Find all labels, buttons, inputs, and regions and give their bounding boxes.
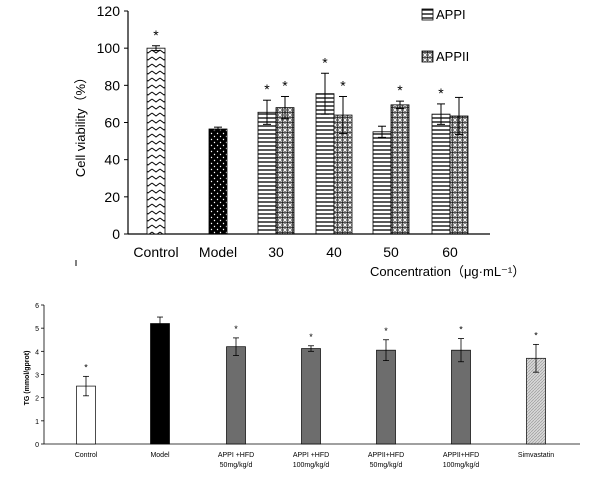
- bottom-y-tick-label: 0: [35, 442, 39, 449]
- top-x-tick-label: Control: [133, 244, 178, 260]
- bottom-x-tick-label: Control: [75, 452, 98, 459]
- top-bar-appi: [372, 131, 392, 235]
- bottom-x-tick-label: Model: [150, 452, 170, 459]
- top-y-tick-label: 0: [112, 226, 120, 242]
- bottom-bar: [226, 346, 246, 445]
- bottom-x-tick-sublabel: 100mg/kg/d: [293, 462, 330, 469]
- top-x-tick-label: Model: [199, 244, 237, 260]
- legend-swatch: [421, 50, 434, 63]
- significance-marker: *: [384, 326, 388, 336]
- top-x-tick-label: 40: [326, 244, 342, 260]
- bottom-y-tick-label: 1: [35, 419, 39, 426]
- bottom-bar: [150, 323, 170, 445]
- significance-marker: *: [459, 325, 463, 335]
- top-labels: Control Model 30 40 50 60: [133, 244, 458, 260]
- bottom-x-tick-label: APPII+HFD: [443, 452, 479, 459]
- top-bar-appi: [257, 111, 277, 235]
- tg-chart: 0 1 2 3 4 5 6 * * * * * * Control Model APPI +HFD 50mg…: [24, 303, 580, 469]
- bottom-bars: * * * * * *: [76, 316, 546, 445]
- top-axes: 0 20 40 60 80 100 120: [97, 3, 490, 242]
- top-bar-appi: [431, 113, 451, 235]
- top-bars: * * * * * * *: [146, 27, 469, 235]
- top-x-tick-label: 50: [383, 244, 399, 260]
- top-bar-appii: [275, 107, 295, 235]
- top-y-axis-label: Cell viability（%）: [73, 71, 88, 177]
- significance-marker: *: [397, 82, 403, 98]
- significance-marker: *: [84, 362, 88, 372]
- significance-marker: *: [340, 77, 346, 93]
- significance-marker: *: [153, 27, 159, 43]
- bottom-bar: [451, 349, 471, 445]
- bottom-y-tick-label: 6: [35, 303, 39, 310]
- significance-marker: *: [309, 332, 313, 342]
- significance-marker: *: [234, 324, 238, 334]
- top-x-tick-label: 60: [442, 244, 458, 260]
- significance-marker: *: [534, 330, 538, 340]
- significance-marker: *: [322, 54, 328, 70]
- bottom-x-tick-label: APPI +HFD: [218, 452, 254, 459]
- bottom-bar: [301, 348, 321, 445]
- bottom-y-tick-label: 3: [35, 373, 39, 380]
- legend-label: APPII: [436, 49, 469, 64]
- top-bar-appi: [315, 93, 335, 235]
- significance-marker: *: [438, 85, 444, 101]
- bottom-y-tick-label: 4: [35, 349, 39, 356]
- bottom-x-tick-label: Simvastatin: [518, 452, 554, 459]
- top-x-axis-label: Concentration（μg·mL⁻¹）: [370, 264, 525, 279]
- bottom-x-tick-sublabel: 50mg/kg/d: [220, 462, 253, 469]
- bottom-x-tick-sublabel: 50mg/kg/d: [370, 462, 403, 469]
- top-bar-appii: [390, 104, 410, 235]
- significance-marker: *: [282, 77, 288, 93]
- top-bar-control: [146, 47, 166, 235]
- legend-label: APPI: [436, 7, 466, 22]
- bottom-labels: Control Model APPI +HFD 50mg/kg/d APPI +HFD 1…: [75, 452, 554, 469]
- top-legend: APPI APPII: [421, 7, 469, 64]
- legend-swatch: [421, 8, 434, 21]
- top-y-tick-label: 60: [104, 115, 120, 131]
- significance-marker: *: [264, 81, 270, 97]
- top-y-tick-label: 40: [104, 152, 120, 168]
- bottom-bar: [376, 349, 396, 445]
- bottom-x-tick-sublabel: 100mg/kg/d: [443, 462, 480, 469]
- top-y-tick-label: 100: [97, 40, 121, 56]
- top-bar-model: [208, 128, 228, 235]
- bottom-y-tick-label: 5: [35, 326, 39, 333]
- top-x-tick-label: 30: [268, 244, 284, 260]
- top-y-tick-label: 20: [104, 189, 120, 205]
- bottom-x-tick-label: APPI +HFD: [293, 452, 329, 459]
- bottom-y-axis-label: TG (mmol/gprot): [24, 351, 31, 406]
- bottom-x-tick-label: APPII+HFD: [368, 452, 404, 459]
- top-y-tick-label: 120: [97, 3, 121, 19]
- top-y-tick-label: 80: [104, 77, 120, 93]
- bottom-y-tick-label: 2: [35, 396, 39, 403]
- cell-viability-chart: 0 20 40 60 80 100 120 * * * * * * * Control Model 30 40…: [73, 3, 525, 279]
